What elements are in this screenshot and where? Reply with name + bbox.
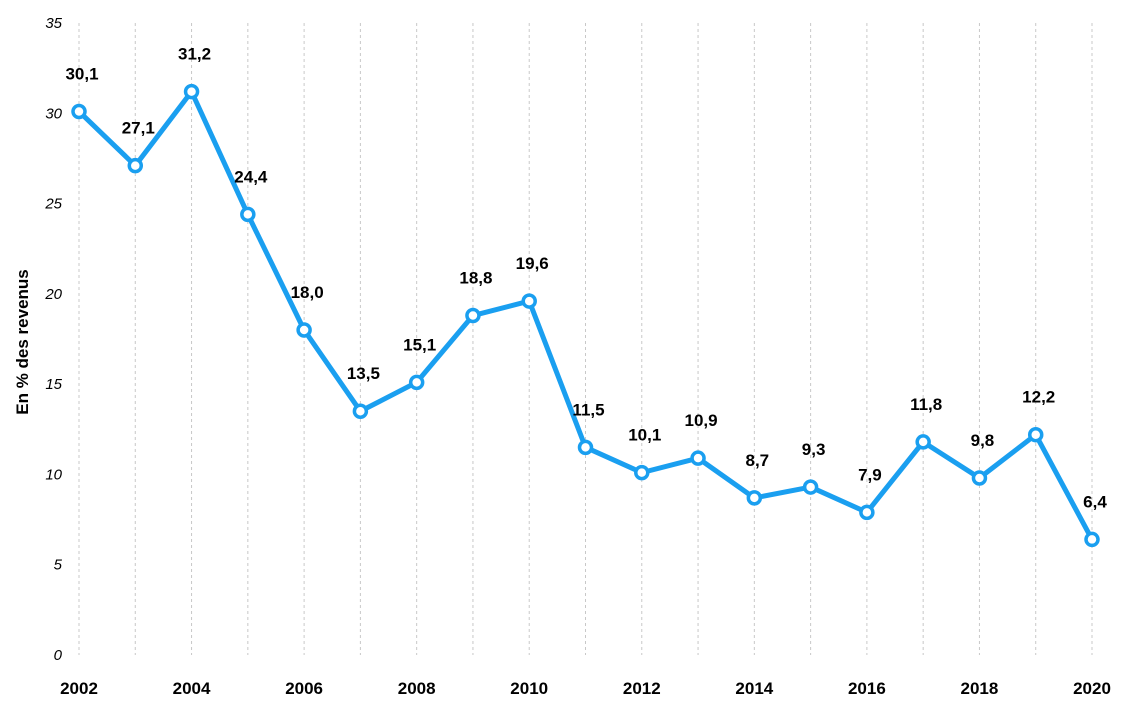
data-label: 11,5 xyxy=(572,400,604,419)
data-point xyxy=(971,470,988,486)
data-label: 7,9 xyxy=(858,465,882,484)
data-point xyxy=(240,206,256,223)
data-label: 24,4 xyxy=(234,167,268,186)
y-tick-label: 5 xyxy=(54,557,63,574)
data-label: 10,9 xyxy=(685,411,718,430)
data-label: 11,8 xyxy=(910,395,942,414)
data-label: 19,6 xyxy=(516,254,549,273)
x-tick-label: 2008 xyxy=(398,679,436,698)
x-tick-label: 2010 xyxy=(510,679,548,698)
y-tick-label: 20 xyxy=(44,286,62,303)
data-point xyxy=(859,504,875,521)
data-point xyxy=(1084,531,1100,548)
data-point xyxy=(183,83,200,100)
data-point xyxy=(127,157,144,174)
data-label: 27,1 xyxy=(122,119,155,138)
x-tick-label: 2006 xyxy=(285,679,323,698)
data-label: 18,8 xyxy=(459,269,492,288)
data-point xyxy=(634,464,650,481)
x-tick-label: 2004 xyxy=(173,679,211,698)
data-labels: 30,1 27,1 31,2 24,4 18,0 13,5 15,1 18,8 19,6 11,5… xyxy=(65,45,1107,512)
data-point xyxy=(521,293,537,309)
data-point xyxy=(296,322,312,338)
data-label: 10,1 xyxy=(628,426,661,445)
data-label: 9,3 xyxy=(802,440,826,459)
data-label: 8,7 xyxy=(746,451,770,470)
data-point xyxy=(465,307,481,324)
x-tick-label: 2020 xyxy=(1073,679,1111,698)
data-point xyxy=(71,103,87,120)
y-tick-label: 25 xyxy=(44,196,62,213)
data-label: 12,2 xyxy=(1022,388,1055,407)
y-tick-label: 30 xyxy=(45,105,62,122)
x-tick-label: 2018 xyxy=(961,679,999,698)
x-tick-label: 2002 xyxy=(60,679,98,698)
x-tick-label: 2012 xyxy=(623,679,661,698)
y-tick-label: 10 xyxy=(45,466,62,483)
x-tick-label: 2016 xyxy=(848,679,886,698)
data-label: 9,8 xyxy=(971,431,995,450)
series-line xyxy=(76,89,1095,542)
data-point xyxy=(577,439,594,456)
data-label: 15,1 xyxy=(403,335,436,354)
data-label: 30,1 xyxy=(65,64,98,83)
y-axis-ticks: 0 5 10 15 20 25 30 35 xyxy=(44,15,62,664)
data-point xyxy=(1027,426,1044,443)
data-label: 31,2 xyxy=(178,45,211,64)
data-point xyxy=(690,450,706,466)
data-label: 13,5 xyxy=(347,364,380,383)
x-axis-ticks: 2002 2004 2006 2008 2010 2012 2014 2016 2018 2020 xyxy=(60,679,1111,698)
y-tick-label: 15 xyxy=(45,376,62,393)
series-revenus xyxy=(71,83,1100,548)
data-point xyxy=(352,403,369,419)
data-point xyxy=(802,479,819,495)
y-axis-label: En % des revenus xyxy=(13,269,32,415)
data-point xyxy=(408,374,425,391)
y-tick-label: 35 xyxy=(45,15,62,32)
data-point xyxy=(746,490,763,506)
vertical-gridlines xyxy=(78,23,1093,655)
data-label: 6,4 xyxy=(1083,492,1107,511)
data-point xyxy=(915,434,931,450)
y-tick-label: 0 xyxy=(54,647,63,664)
data-label: 18,0 xyxy=(291,283,324,302)
x-tick-label: 2014 xyxy=(735,679,773,698)
